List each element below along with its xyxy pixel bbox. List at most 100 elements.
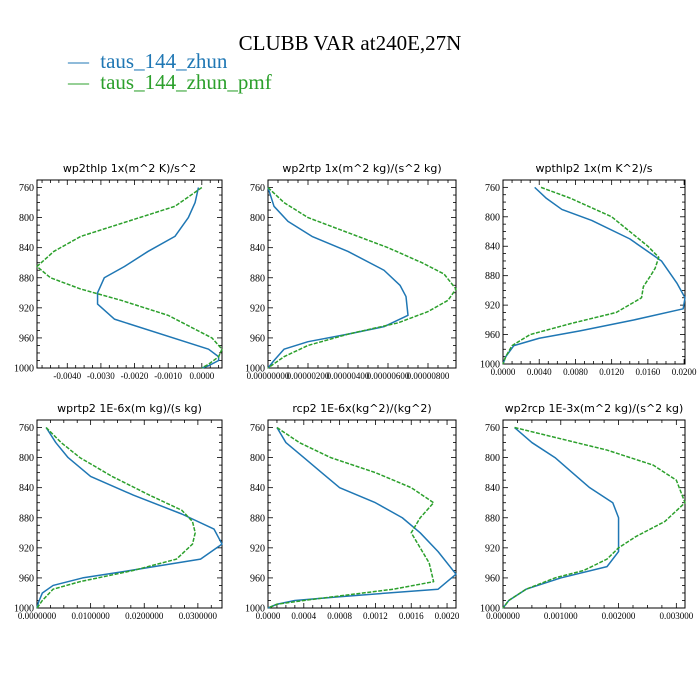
x-tick-label: 0.00000200 bbox=[287, 371, 330, 381]
x-tick-label: 0.002000 bbox=[602, 611, 636, 621]
panel-title: rcp2 1E-6x(kg^2)/(kg^2) bbox=[292, 402, 431, 415]
x-tick-label: 0.0200000 bbox=[125, 611, 164, 621]
y-tick-label: 880 bbox=[19, 273, 34, 284]
y-tick-label: 960 bbox=[19, 333, 34, 344]
series-line-zhun-pmf bbox=[36, 426, 196, 609]
y-tick-label: 800 bbox=[485, 212, 500, 223]
y-tick-label: 840 bbox=[485, 242, 500, 253]
y-tick-label: 840 bbox=[250, 483, 265, 494]
y-tick-label: 760 bbox=[250, 183, 265, 194]
panel-2: wpthlp2 1x(m K^2)/s 760 800 840 880 920 960 100… bbox=[480, 162, 697, 377]
series-line-zhun-pmf bbox=[36, 186, 223, 369]
x-tick-label: 0.0040 bbox=[527, 367, 552, 377]
y-tick-label: 1000 bbox=[245, 604, 265, 615]
y-tick-label: 840 bbox=[19, 483, 34, 494]
panel-title: wp2rcp 1E-3x(m^2 kg)/(s^2 kg) bbox=[505, 402, 684, 415]
y-tick-label: 800 bbox=[19, 453, 34, 464]
y-tick-label: 960 bbox=[19, 573, 34, 584]
plot-frame bbox=[267, 179, 457, 369]
panel-title: wp2rtp 1x(m^2 kg)/(s^2 kg) bbox=[282, 162, 441, 175]
x-tick-label: -0.0020 bbox=[121, 371, 149, 381]
y-tick-label: 920 bbox=[250, 303, 265, 314]
panel-0: wp2thlp 1x(m^2 K)/s^2 760 800 840 880 920 960 1… bbox=[14, 162, 223, 381]
x-tick-label: 0.00000800 bbox=[407, 371, 450, 381]
plot-frame bbox=[36, 419, 223, 609]
x-tick-label: 0.0000 bbox=[256, 611, 281, 621]
x-tick-label: -0.0010 bbox=[154, 371, 182, 381]
y-tick-label: 760 bbox=[485, 423, 500, 434]
x-tick-label: 0.00000600 bbox=[367, 371, 410, 381]
legend-label-0: taus_144_zhun bbox=[100, 49, 228, 73]
series-line-zhun bbox=[36, 427, 223, 609]
x-tick-label: 0.0000 bbox=[491, 367, 516, 377]
y-tick-label: 880 bbox=[485, 271, 500, 282]
series-line-zhun-pmf bbox=[267, 186, 457, 369]
series-line-zhun bbox=[267, 187, 409, 369]
y-tick-label: 800 bbox=[250, 213, 265, 224]
x-tick-label: 0.00000000 bbox=[247, 371, 290, 381]
y-tick-label: 1000 bbox=[480, 604, 500, 615]
x-tick-label: 0.0000 bbox=[189, 371, 214, 381]
y-tick-label: 760 bbox=[485, 183, 500, 194]
x-tick-label: 0.0200 bbox=[672, 367, 697, 377]
series-line-zhun-pmf bbox=[267, 426, 435, 609]
x-tick-label: 0.0160 bbox=[636, 367, 661, 377]
legend-entry-0: — taus_144_zhun bbox=[67, 49, 228, 73]
series-line-zhun bbox=[267, 427, 457, 609]
legend-label-1: taus_144_zhun_pmf bbox=[100, 70, 271, 94]
y-tick-label: 800 bbox=[19, 213, 34, 224]
x-tick-label: 0.0012 bbox=[363, 611, 388, 621]
panel-title: wprtp2 1E-6x(m kg)/(s kg) bbox=[57, 402, 202, 415]
y-tick-label: 920 bbox=[250, 543, 265, 554]
plot-frame bbox=[502, 419, 686, 609]
y-tick-label: 760 bbox=[19, 423, 34, 434]
panels: wp2thlp 1x(m^2 K)/s^2 760 800 840 880 920 960 1… bbox=[14, 162, 697, 621]
y-tick-label: 960 bbox=[250, 573, 265, 584]
y-tick-label: 960 bbox=[485, 330, 500, 341]
x-tick-label: 0.0008 bbox=[327, 611, 352, 621]
y-tick-label: 1000 bbox=[14, 364, 34, 375]
y-tick-label: 760 bbox=[250, 423, 265, 434]
plot-frame bbox=[502, 179, 686, 365]
series-line-zhun bbox=[502, 186, 686, 365]
legend-entry-1: — taus_144_zhun_pmf bbox=[67, 70, 272, 94]
x-tick-label: 0.0016 bbox=[399, 611, 424, 621]
x-tick-label: 0.000000 bbox=[486, 611, 520, 621]
panel-title: wp2thlp 1x(m^2 K)/s^2 bbox=[63, 162, 196, 175]
plot-frame bbox=[267, 419, 457, 609]
x-tick-label: 0.0004 bbox=[291, 611, 316, 621]
y-tick-label: 920 bbox=[485, 301, 500, 312]
x-tick-label: -0.0030 bbox=[87, 371, 115, 381]
panel-4: rcp2 1E-6x(kg^2)/(kg^2) 760 800 840 880 920 96… bbox=[245, 402, 460, 621]
y-tick-label: 840 bbox=[485, 483, 500, 494]
legend: — taus_144_zhun — taus_144_zhun_pmf bbox=[67, 49, 272, 94]
y-tick-label: 800 bbox=[485, 453, 500, 464]
y-tick-label: 1000 bbox=[245, 364, 265, 375]
panel-title: wpthlp2 1x(m K^2)/s bbox=[536, 162, 653, 175]
series-line-zhun bbox=[96, 187, 220, 369]
legend-dash-1: — bbox=[67, 70, 90, 94]
y-tick-label: 920 bbox=[485, 543, 500, 554]
x-tick-label: 0.0020 bbox=[435, 611, 460, 621]
x-tick-label: 0.0120 bbox=[599, 367, 624, 377]
series-line-zhun bbox=[502, 426, 620, 609]
x-tick-label: 0.0080 bbox=[563, 367, 588, 377]
y-tick-label: 960 bbox=[485, 573, 500, 584]
x-tick-label: 0.0300000 bbox=[179, 611, 218, 621]
x-tick-label: 0.001000 bbox=[544, 611, 578, 621]
x-tick-label: 0.00000400 bbox=[327, 371, 370, 381]
y-tick-label: 880 bbox=[19, 513, 34, 524]
series-line-zhun-pmf bbox=[502, 186, 660, 365]
y-tick-label: 880 bbox=[250, 273, 265, 284]
y-tick-label: 840 bbox=[19, 243, 34, 254]
legend-dash-0: — bbox=[67, 49, 90, 73]
x-tick-label: -0.0040 bbox=[53, 371, 81, 381]
panel-1: wp2rtp 1x(m^2 kg)/(s^2 kg) 760 800 840 880 92… bbox=[245, 162, 457, 381]
x-tick-label: 0.0000000 bbox=[18, 611, 57, 621]
x-tick-label: 0.0100000 bbox=[71, 611, 110, 621]
y-tick-label: 760 bbox=[19, 183, 34, 194]
plot-frame bbox=[36, 179, 223, 369]
panel-3: wprtp2 1E-6x(m kg)/(s kg) 760 800 840 880 920… bbox=[14, 402, 223, 621]
figure-title: CLUBB VAR at240E,27N bbox=[239, 31, 462, 55]
